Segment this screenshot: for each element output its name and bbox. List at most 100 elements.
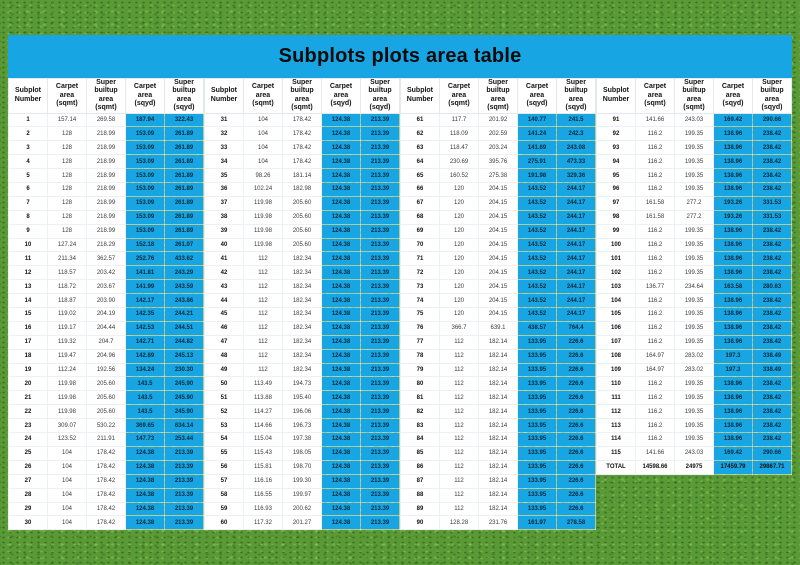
area-value-cell: 199.35 [674,126,714,142]
subplot-number-cell: 17 [8,334,48,350]
table-row: 2 128 218.99 153.09 261.89 [8,126,204,142]
subplot-number-cell: 51 [204,390,244,406]
subplot-number-cell: 90 [400,515,440,531]
subplot-number-cell: 9 [8,223,48,239]
area-value-cell: 182.34 [282,348,322,364]
area-value-cell: 128 [47,154,87,170]
table-row: 109 164.97 283.02 197.3 338.49 [596,362,792,378]
area-value-cell: 116.2 [635,237,675,253]
area-value-cell: 278.58 [556,515,596,531]
area-value-cell: 124.38 [321,195,361,211]
subplot-number-cell: 113 [596,418,636,434]
subplot-number-cell: 8 [8,209,48,225]
area-value-cell: 113.49 [243,376,283,392]
area-value-cell: 197.3 [713,348,753,364]
area-value-cell: 133.95 [517,376,557,392]
table-row: 96 116.2 199.35 138.96 238.42 [596,182,792,197]
area-value-cell: 124.38 [321,515,361,531]
area-value-cell: 634.14 [164,418,204,434]
area-value-cell: 213.39 [360,126,400,142]
area-value-cell: 138.96 [713,320,753,336]
area-value-cell: 119.98 [243,209,283,225]
subplot-number-cell: 98 [596,209,636,225]
area-value-cell: 143.52 [517,195,557,211]
area-value-cell: 104 [47,487,87,503]
area-value-cell: 238.42 [752,223,792,239]
column-header: Subplot Number [596,78,636,114]
subplot-number-cell: 46 [204,320,244,336]
table-row: 81 112 182.14 133.95 226.6 [400,390,596,406]
area-value-cell: 178.42 [282,112,322,128]
column-header: Carpet area (sqmt) [439,78,479,114]
area-value-cell: 244.51 [164,320,204,336]
area-value-cell: 138.96 [713,293,753,309]
area-value-cell: 238.42 [752,126,792,142]
area-value-cell: 116.2 [635,168,675,184]
area-value-cell: 238.42 [752,251,792,267]
subplot-number-cell: 59 [204,501,244,517]
subplot-number-cell: 16 [8,320,48,336]
area-value-cell: 199.35 [674,334,714,350]
area-value-cell: 192.56 [86,362,126,378]
table-row: 13 118.72 203.67 141.99 243.59 [8,279,204,295]
table-row: 30 104 178.42 124.38 213.39 [8,515,204,531]
area-value-cell: 182.34 [282,279,322,295]
table-row: 89 112 182.14 133.95 226.6 [400,501,596,517]
area-value-cell: 178.42 [86,445,126,461]
subplot-number-cell: 78 [400,348,440,364]
area-value-cell: 124.38 [321,140,361,156]
area-value-cell: 243.08 [556,140,596,156]
area-value-cell: 205.60 [282,237,322,253]
area-value-cell: 261.89 [164,168,204,184]
area-value-cell: 213.39 [360,112,400,128]
column-header: Subplot Number [400,78,440,114]
area-value-cell: 204.15 [478,237,518,253]
area-value-cell: 138.96 [713,126,753,142]
table-row: 78 112 182.14 133.95 226.6 [400,348,596,364]
area-value-cell: 112 [243,251,283,267]
subplot-number-cell: 53 [204,418,244,434]
area-value-cell: 124.38 [321,459,361,475]
table-row: 99 116.2 199.35 138.96 238.42 [596,223,792,239]
area-value-cell: 118.57 [47,265,87,281]
area-value-cell: 238.42 [752,265,792,281]
area-value-cell: 199.35 [674,293,714,309]
area-value-cell: 244.82 [164,334,204,350]
area-value-cell: 275.38 [478,168,518,184]
area-value-cell: 119.98 [47,404,87,420]
area-value-cell: 138.96 [713,418,753,434]
area-value-cell: 116.2 [635,154,675,170]
area-value-cell: 120 [439,195,479,211]
area-value-cell: 226.6 [556,404,596,420]
subplot-number-cell: 68 [400,209,440,225]
subplot-number-cell: 101 [596,251,636,267]
table-row: 58 116.55 199.97 124.38 213.39 [204,487,400,503]
subplot-number-cell: 88 [400,487,440,503]
area-value-cell: 226.6 [556,418,596,434]
subplot-number-cell: 41 [204,251,244,267]
area-value-cell: 182.14 [478,445,518,461]
area-value-cell: 181.14 [282,168,322,184]
area-value-cell: 124.38 [321,473,361,489]
subplot-number-cell: 105 [596,307,636,322]
table-row: 28 104 178.42 124.38 213.39 [8,487,204,503]
area-value-cell: 218.99 [86,195,126,211]
table-row: 27 104 178.42 124.38 213.39 [8,473,204,489]
area-value-cell: 112 [439,348,479,364]
table-row: 112 116.2 199.35 138.96 238.42 [596,404,792,420]
area-value-cell: 104 [243,140,283,156]
area-value-cell: 127.24 [47,237,87,253]
subplot-number-cell: 40 [204,237,244,253]
area-value-cell: 118.87 [47,293,87,309]
area-value-cell: 201.27 [282,515,322,531]
area-value-cell: 218.99 [86,168,126,184]
subplot-number-cell: 115 [596,445,636,461]
table-row: 51 113.88 195.40 124.38 213.39 [204,390,400,406]
column-header: Carpet area (sqyd) [321,78,361,114]
table-row: 86 112 182.14 133.95 226.6 [400,459,596,475]
table-row: 103 136.77 234.64 163.58 280.63 [596,279,792,295]
area-value-cell: 182.34 [282,293,322,309]
area-value-cell: 112.24 [47,362,87,378]
area-value-cell: 178.42 [86,501,126,517]
table-row: 11 211.34 362.57 252.76 433.62 [8,251,204,267]
